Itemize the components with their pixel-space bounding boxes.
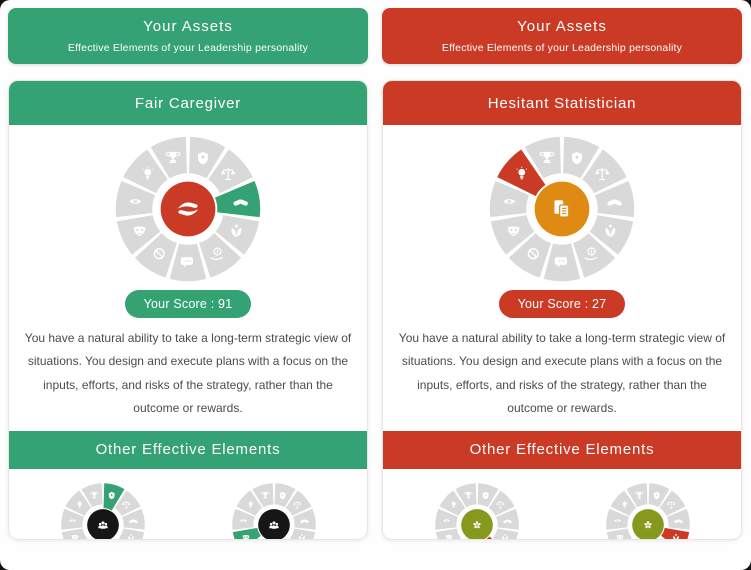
score-badge: Your Score : 27 — [498, 290, 626, 318]
other-elements-header: Other Effective Elements — [9, 430, 367, 469]
personality-wheel[interactable] — [112, 133, 264, 285]
element-card-title: Hesitant Statistician — [383, 81, 741, 125]
assets-banner: Your Assets Effective Elements of your L… — [382, 8, 742, 64]
other-elements-row: Discontented Tactician Insincere Tactici… — [383, 469, 741, 539]
personality-wheel[interactable] — [486, 133, 638, 285]
other-elements-header: Other Effective Elements — [383, 430, 741, 469]
assets-banner: Your Assets Effective Elements of your L… — [8, 8, 368, 64]
element-description: You have a natural ability to take a lon… — [398, 331, 726, 416]
other-element-item[interactable]: Discontented Tactician — [398, 481, 555, 539]
other-element-wheel — [433, 481, 521, 539]
assets-subtitle: Effective Elements of your Leadership pe… — [441, 42, 683, 54]
assets-subtitle: Effective Elements of your Leadership pe… — [67, 42, 309, 54]
score-badge: Your Score : 91 — [124, 290, 252, 318]
assets-title: Your Assets — [517, 18, 607, 35]
other-element-wheel — [230, 481, 318, 539]
other-elements-row: Receptive Improver Relaxed Improver — [9, 469, 367, 539]
element-card-title: Fair Caregiver — [9, 81, 367, 125]
element-card: Hesitant Statistician Your Score : 27 Yo… — [382, 80, 742, 540]
element-card: Fair Caregiver Your Score : 91 You have … — [8, 80, 368, 540]
other-element-item[interactable]: Receptive Improver — [24, 481, 181, 539]
other-element-wheel — [604, 481, 692, 539]
element-description: You have a natural ability to take a lon… — [24, 331, 352, 416]
other-element-item[interactable]: Insincere Tactician — [569, 481, 726, 539]
other-element-wheel — [59, 481, 147, 539]
assets-title: Your Assets — [143, 18, 233, 35]
other-element-item[interactable]: Relaxed Improver — [195, 481, 352, 539]
panel-assets-red: Your Assets Effective Elements of your L… — [382, 8, 742, 562]
panel-assets-green: Your Assets Effective Elements of your L… — [8, 8, 368, 562]
